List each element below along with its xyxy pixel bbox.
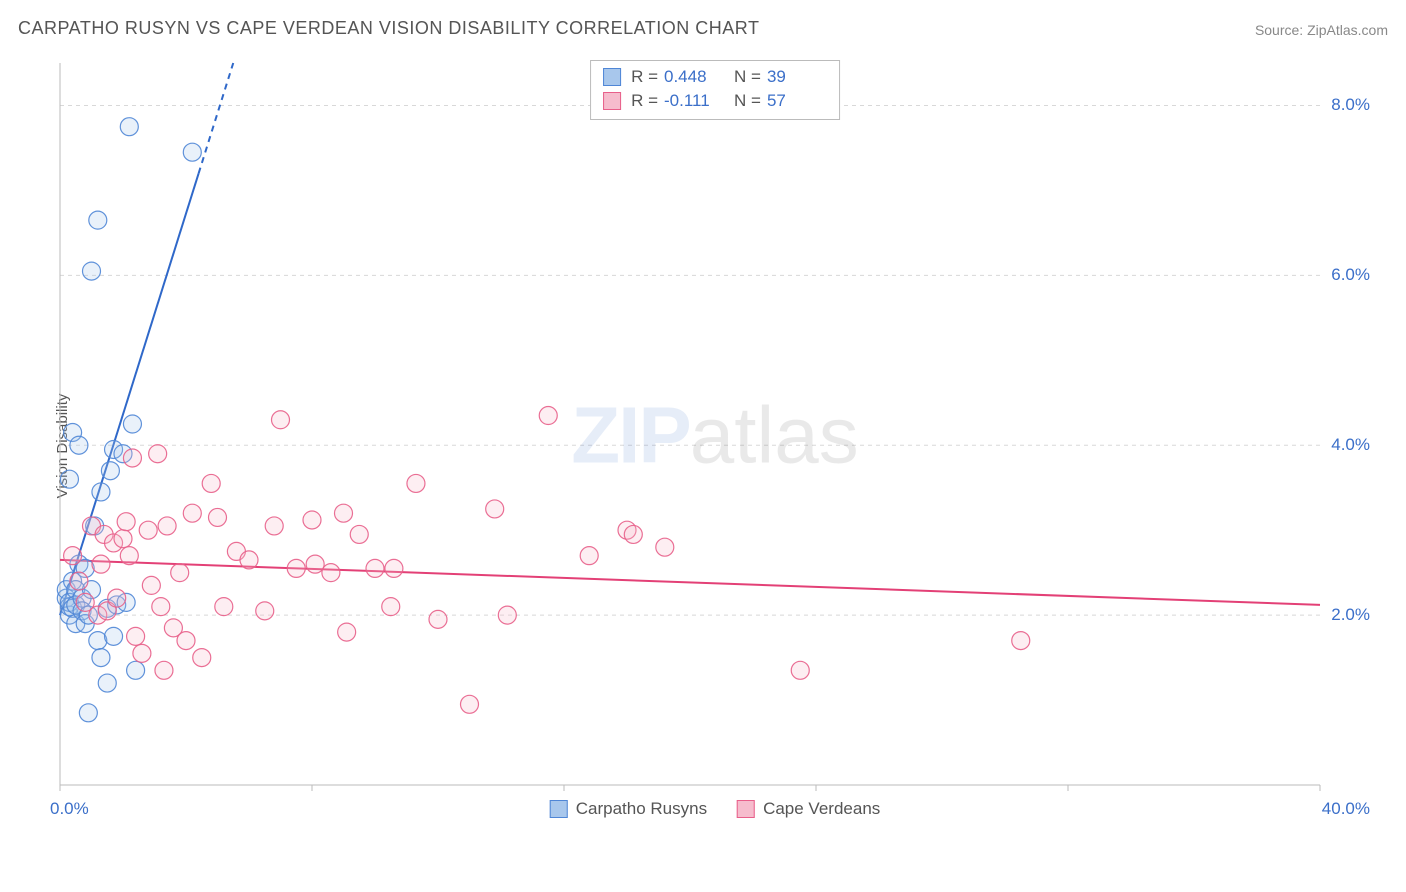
series-legend: Carpatho Rusyns Cape Verdeans <box>550 799 881 819</box>
y-tick-label: 2.0% <box>1331 605 1370 625</box>
y-tick-label: 4.0% <box>1331 435 1370 455</box>
legend-item-1: Carpatho Rusyns <box>550 799 707 819</box>
n-value-2: 57 <box>767 89 827 113</box>
source-attribution: Source: ZipAtlas.com <box>1255 22 1388 38</box>
stats-row-1: R = 0.448 N = 39 <box>603 65 827 89</box>
r-label-2: R = <box>631 89 658 113</box>
stats-swatch-1 <box>603 68 621 86</box>
chart-svg <box>50 55 1380 825</box>
legend-swatch-2 <box>737 800 755 818</box>
legend-item-2: Cape Verdeans <box>737 799 880 819</box>
r-label-1: R = <box>631 65 658 89</box>
stats-legend: R = 0.448 N = 39 R = -0.111 N = 57 <box>590 60 840 120</box>
r-value-2: -0.111 <box>664 89 724 113</box>
x-tick-max: 40.0% <box>1322 799 1370 819</box>
y-tick-label: 8.0% <box>1331 95 1370 115</box>
source-label: Source: <box>1255 22 1307 38</box>
stats-row-2: R = -0.111 N = 57 <box>603 89 827 113</box>
y-tick-label: 6.0% <box>1331 265 1370 285</box>
chart-title: CARPATHO RUSYN VS CAPE VERDEAN VISION DI… <box>18 18 759 39</box>
x-tick-min: 0.0% <box>50 799 89 819</box>
chart-plot-area: ZIPatlas R = 0.448 N = 39 R = -0.111 N =… <box>50 55 1380 825</box>
source-name: ZipAtlas.com <box>1307 22 1388 38</box>
legend-label-1: Carpatho Rusyns <box>576 799 707 819</box>
legend-label-2: Cape Verdeans <box>763 799 880 819</box>
n-label-2: N = <box>734 89 761 113</box>
legend-swatch-1 <box>550 800 568 818</box>
r-value-1: 0.448 <box>664 65 724 89</box>
n-value-1: 39 <box>767 65 827 89</box>
stats-swatch-2 <box>603 92 621 110</box>
n-label-1: N = <box>734 65 761 89</box>
